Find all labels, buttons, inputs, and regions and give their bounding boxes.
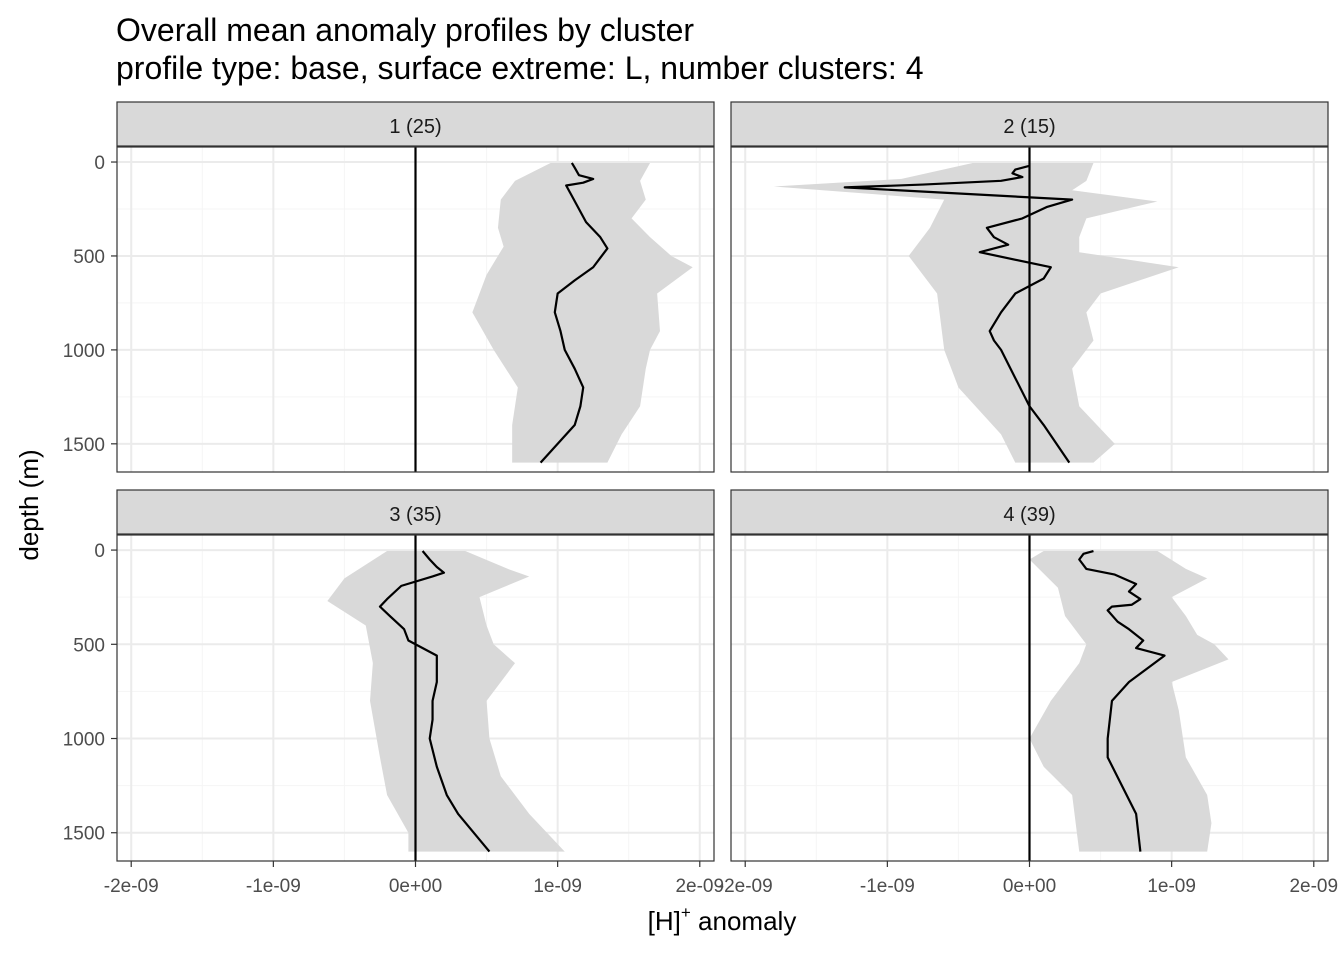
panel-border: [116, 146, 715, 473]
x-tick-label: 1e-09: [1147, 876, 1196, 897]
x-tick-label: 2e-09: [1289, 876, 1338, 897]
x-tick-label: -1e-09: [860, 876, 915, 897]
confidence-ribbon: [1029, 551, 1229, 852]
confidence-ribbon: [773, 162, 1179, 463]
panel-strip-label: 3 (35): [389, 504, 441, 526]
panel-4: 4 (39) -2e-09 -1e-09 0e+00 1e-09 2e-09: [718, 489, 1338, 897]
x-tick-label: -2e-09: [104, 876, 159, 897]
y-tick-label: 1500: [63, 824, 105, 845]
panel-strip: [116, 101, 715, 147]
y-tick-label: 500: [73, 635, 105, 656]
y-tick-label: 1000: [63, 341, 105, 362]
panel-1: 1 (25) 0 500 1000 1500: [63, 101, 715, 473]
mean-profile-line: [843, 164, 1074, 464]
x-tick-label: 0e+00: [1003, 876, 1056, 897]
x-tick-label: 1e-09: [533, 876, 582, 897]
x-axis-title-suffix: anomaly: [691, 906, 797, 936]
x-tick-label: 0e+00: [389, 876, 442, 897]
y-tick-label: 0: [94, 541, 105, 562]
y-axis-title: depth (m): [14, 449, 44, 560]
y-tick-label: 0: [94, 153, 105, 174]
x-axis-title: [H]+ anomaly: [648, 903, 797, 936]
x-tick-label: -2e-09: [718, 876, 773, 897]
y-tick-label: 1500: [63, 435, 105, 456]
x-tick-label: -1e-09: [246, 876, 301, 897]
panel-border: [730, 146, 1329, 473]
panel-strip-label: 1 (25): [389, 116, 441, 138]
chart-title-line2: profile type: base, surface extreme: L, …: [116, 50, 923, 86]
mean-profile-line: [1078, 549, 1166, 852]
panels-group: 1 (25) 0 500 1000 1500 2 (15) 3 (35) 0 500 1000 15…: [63, 101, 1338, 897]
panel-strip-label: 4 (39): [1003, 504, 1055, 526]
panel-strip-label: 2 (15): [1003, 116, 1055, 138]
x-axis-title-main: [H]: [648, 906, 681, 936]
x-axis-title-superscript: +: [681, 903, 691, 922]
panel-2: 2 (15): [730, 101, 1329, 473]
panel-strip: [730, 489, 1329, 535]
panel-strip: [116, 489, 715, 535]
y-tick-label: 1000: [63, 730, 105, 751]
mean-profile-line: [378, 550, 491, 853]
panel-strip: [730, 101, 1329, 147]
chart-title-line1: Overall mean anomaly profiles by cluster: [116, 12, 694, 48]
confidence-ribbon: [472, 162, 693, 463]
mean-profile-line: [539, 162, 609, 464]
y-tick-label: 500: [73, 247, 105, 268]
x-tick-label: 2e-09: [675, 876, 724, 897]
panel-3: 3 (35) 0 500 1000 1500 -2e-09 -1e-09 0e+00 1e-09…: [63, 489, 724, 897]
confidence-ribbon: [327, 551, 565, 852]
